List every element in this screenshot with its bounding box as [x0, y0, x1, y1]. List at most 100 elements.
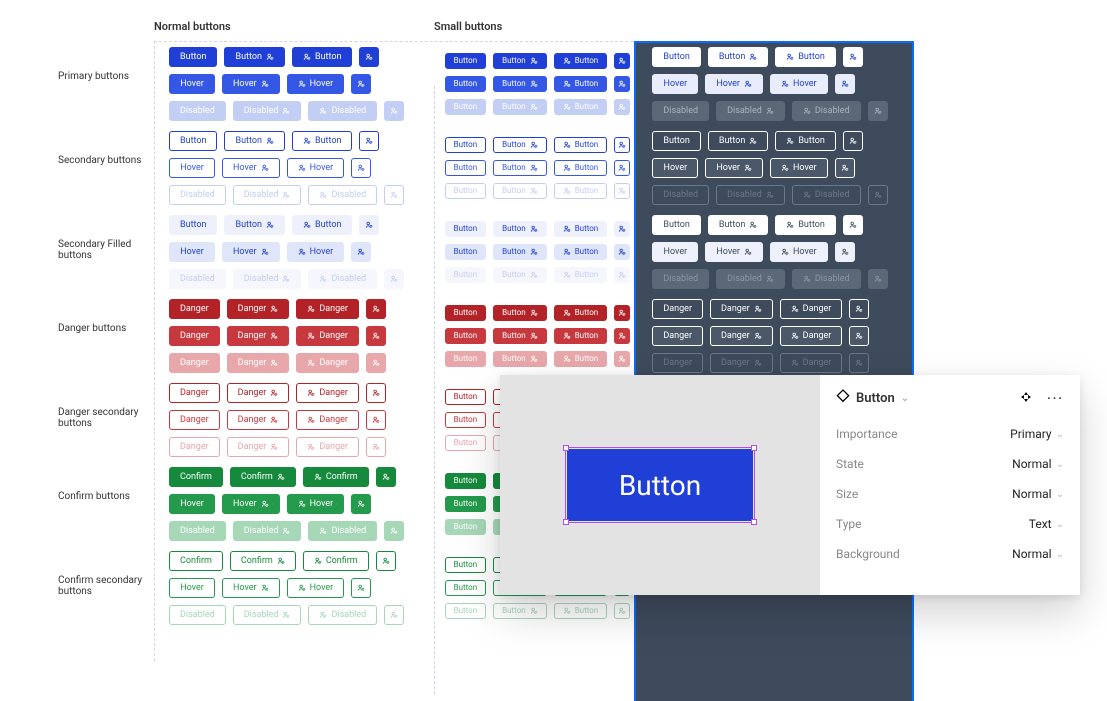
- variant-button[interactable]: Button: [493, 99, 547, 115]
- variant-button[interactable]: Button: [445, 221, 487, 237]
- variant-button[interactable]: Button: [224, 215, 284, 235]
- variant-button[interactable]: Disabled: [233, 605, 302, 625]
- variant-button[interactable]: Danger: [652, 326, 703, 346]
- variant-button[interactable]: Hover: [222, 242, 280, 262]
- variant-button[interactable]: Hover: [287, 74, 345, 94]
- variant-button[interactable]: [614, 244, 630, 260]
- variant-button[interactable]: Button: [445, 99, 487, 115]
- variant-button[interactable]: Disabled: [308, 605, 377, 625]
- variant-button[interactable]: Disabled: [308, 269, 377, 289]
- variant-button[interactable]: Button: [445, 580, 487, 596]
- variant-button[interactable]: Danger: [652, 299, 703, 319]
- variant-button[interactable]: Button: [493, 183, 547, 199]
- variant-button[interactable]: Button: [445, 519, 487, 535]
- variant-button[interactable]: [384, 269, 404, 289]
- variant-button[interactable]: Button: [493, 137, 547, 153]
- variant-button[interactable]: Confirm: [230, 467, 296, 487]
- variant-button[interactable]: Button: [554, 183, 608, 199]
- prop-value-select[interactable]: Normal⌄: [1012, 547, 1064, 561]
- variant-button[interactable]: [359, 47, 379, 67]
- variant-button[interactable]: Button: [554, 221, 608, 237]
- variant-button[interactable]: [614, 160, 630, 176]
- variant-button[interactable]: Button: [445, 244, 487, 260]
- variant-button[interactable]: Button: [554, 244, 608, 260]
- variant-button[interactable]: Button: [493, 221, 547, 237]
- variant-button[interactable]: Button: [169, 215, 217, 235]
- selection-handle-sw[interactable]: [563, 519, 569, 525]
- variant-button[interactable]: Disabled: [233, 185, 302, 205]
- variant-button[interactable]: Button: [445, 183, 487, 199]
- variant-button[interactable]: Disabled: [169, 605, 226, 625]
- variant-button[interactable]: Button: [445, 496, 487, 512]
- variant-button[interactable]: [614, 76, 630, 92]
- variant-button[interactable]: Danger: [169, 326, 220, 346]
- variant-button[interactable]: Danger: [227, 437, 290, 457]
- variant-button[interactable]: Disabled: [716, 101, 785, 121]
- variant-button[interactable]: [835, 74, 855, 94]
- variant-button[interactable]: [384, 101, 404, 121]
- variant-button[interactable]: [366, 383, 386, 403]
- variant-button[interactable]: Hover: [652, 242, 698, 262]
- variant-button[interactable]: Hover: [222, 158, 280, 178]
- preview-button[interactable]: Button: [567, 449, 753, 521]
- variant-button[interactable]: Danger: [296, 437, 359, 457]
- variant-button[interactable]: Button: [224, 131, 284, 151]
- variant-button[interactable]: Button: [493, 267, 547, 283]
- variant-button[interactable]: Hover: [287, 242, 345, 262]
- variant-button[interactable]: Button: [708, 215, 768, 235]
- variant-button[interactable]: Disabled: [652, 101, 709, 121]
- variant-button[interactable]: Button: [445, 473, 487, 489]
- variant-button[interactable]: Disabled: [792, 185, 861, 205]
- variant-button[interactable]: Hover: [770, 74, 828, 94]
- variant-button[interactable]: Button: [554, 305, 608, 321]
- canvas-preview[interactable]: Button: [500, 375, 820, 595]
- variant-button[interactable]: Confirm: [169, 551, 223, 571]
- variant-button[interactable]: Danger: [169, 299, 220, 319]
- variant-button[interactable]: Danger: [169, 383, 220, 403]
- variant-button[interactable]: [835, 242, 855, 262]
- variant-button[interactable]: [614, 99, 630, 115]
- variant-button[interactable]: Disabled: [169, 101, 226, 121]
- variant-button[interactable]: Button: [445, 267, 487, 283]
- variant-button[interactable]: Button: [445, 328, 487, 344]
- variant-button[interactable]: [614, 603, 630, 619]
- variant-button[interactable]: [351, 578, 371, 598]
- variant-button[interactable]: [359, 131, 379, 151]
- swap-instance-icon[interactable]: [1019, 390, 1033, 407]
- variant-button[interactable]: Disabled: [652, 185, 709, 205]
- variant-button[interactable]: Hover: [287, 578, 345, 598]
- variant-button[interactable]: Danger: [227, 353, 290, 373]
- variant-button[interactable]: [868, 185, 888, 205]
- prop-value-select[interactable]: Normal⌄: [1012, 457, 1064, 471]
- variant-button[interactable]: Danger: [652, 353, 703, 373]
- variant-button[interactable]: [843, 215, 863, 235]
- variant-button[interactable]: Button: [445, 557, 487, 573]
- variant-button[interactable]: Button: [445, 603, 487, 619]
- variant-button[interactable]: Disabled: [792, 269, 861, 289]
- variant-button[interactable]: [376, 551, 396, 571]
- variant-button[interactable]: Hover: [770, 158, 828, 178]
- variant-button[interactable]: Button: [445, 137, 487, 153]
- variant-button[interactable]: Disabled: [716, 269, 785, 289]
- variant-button[interactable]: Hover: [222, 578, 280, 598]
- variant-button[interactable]: Button: [775, 131, 835, 151]
- selection-handle-ne[interactable]: [751, 445, 757, 451]
- variant-button[interactable]: [843, 131, 863, 151]
- variant-button[interactable]: Button: [493, 76, 547, 92]
- variant-button[interactable]: [614, 137, 630, 153]
- variant-button[interactable]: Hover: [169, 158, 215, 178]
- variant-button[interactable]: Button: [554, 603, 608, 619]
- variant-button[interactable]: Confirm: [169, 467, 223, 487]
- variant-button[interactable]: [614, 221, 630, 237]
- variant-button[interactable]: Disabled: [792, 101, 861, 121]
- variant-button[interactable]: Confirm: [303, 551, 369, 571]
- variant-button[interactable]: Button: [554, 99, 608, 115]
- variant-button[interactable]: Button: [445, 160, 487, 176]
- variant-button[interactable]: Hover: [222, 74, 280, 94]
- variant-button[interactable]: [366, 410, 386, 430]
- variant-button[interactable]: [849, 353, 869, 373]
- variant-button[interactable]: [366, 299, 386, 319]
- more-options-icon[interactable]: ···: [1047, 391, 1064, 405]
- variant-button[interactable]: Button: [224, 47, 284, 67]
- variant-button[interactable]: Disabled: [308, 101, 377, 121]
